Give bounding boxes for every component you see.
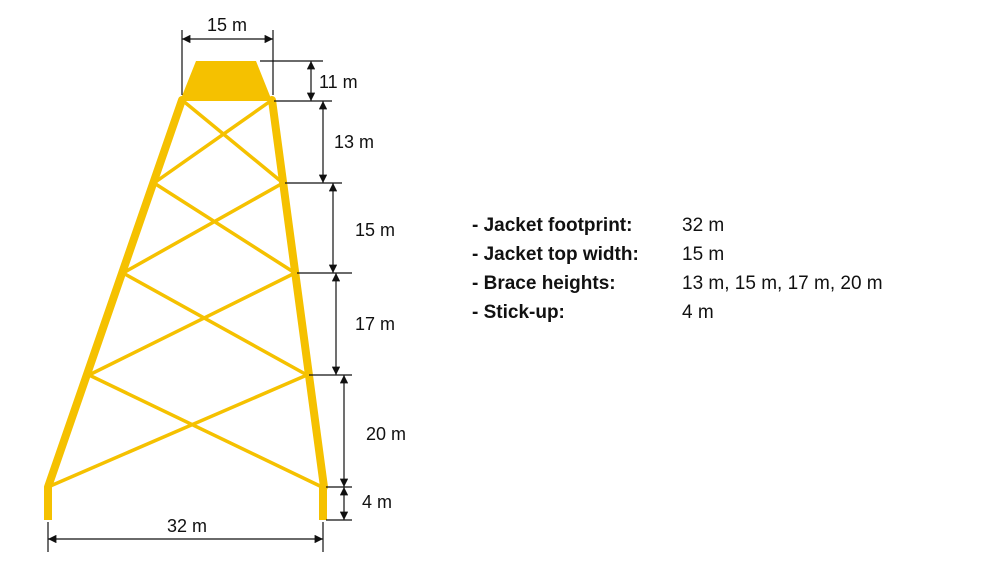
dimension-lines [47, 30, 352, 552]
spec-stick-up: - Stick-up: 4 m [472, 302, 714, 331]
spec-footprint: - Jacket footprint: 32 m [472, 215, 724, 244]
brace-level-2-b [121, 181, 285, 275]
brace-level-3-a [121, 271, 309, 377]
dimension-labels: 15 m 11 m 13 m 15 m 17 m 20 m 4 m 32 m [167, 15, 406, 536]
top-width-label: 15 m [207, 15, 247, 35]
jacket-leg-left [44, 96, 186, 491]
jacket-leg-right [268, 96, 328, 491]
spec-value: 4 m [682, 302, 714, 323]
brace-level-3-b [87, 271, 297, 377]
spec-value: 15 m [682, 244, 725, 265]
brace-level-1-a [180, 98, 285, 185]
brace-1-label: 13 m [334, 132, 374, 152]
spec-label: - Jacket top width: [472, 244, 639, 265]
brace-level-1-b [152, 98, 274, 185]
spec-label: - Brace heights: [472, 273, 616, 294]
spec-brace-heights: - Brace heights: 13 m, 15 m, 17 m, 20 m [472, 273, 883, 302]
spec-label: - Stick-up: [472, 302, 565, 323]
spec-list: - Jacket footprint: 32 m - Jacket top wi… [472, 215, 883, 331]
spec-top-width: - Jacket top width: 15 m [472, 244, 724, 273]
brace-4-label: 20 m [366, 424, 406, 444]
brace-level-4-a [87, 373, 324, 489]
jacket-top-cap [180, 61, 272, 101]
spec-value: 13 m, 15 m, 17 m, 20 m [682, 273, 883, 294]
footprint-label: 32 m [167, 516, 207, 536]
spec-value: 32 m [682, 215, 725, 236]
brace-level-4-b [46, 373, 309, 489]
brace-level-2-a [152, 181, 297, 275]
brace-2-label: 15 m [355, 220, 395, 240]
jacket-structure [44, 61, 328, 520]
spec-label: - Jacket footprint: [472, 215, 633, 236]
cap-height-label: 11 m [319, 72, 358, 92]
brace-3-label: 17 m [355, 314, 395, 334]
stick-up-label: 4 m [362, 492, 392, 512]
